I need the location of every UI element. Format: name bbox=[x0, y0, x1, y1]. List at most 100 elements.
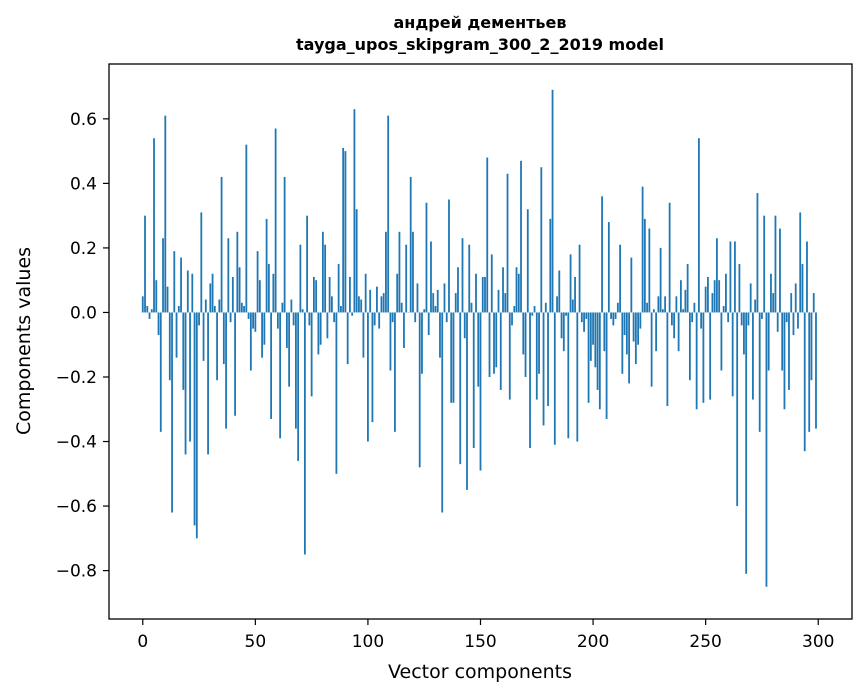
bar bbox=[684, 289, 687, 313]
bar bbox=[578, 244, 581, 313]
bar bbox=[175, 312, 178, 358]
x-tick-label: 0 bbox=[137, 632, 148, 652]
chart-title: андрей дементьев bbox=[394, 13, 567, 32]
bar bbox=[430, 241, 432, 313]
x-axis-ticks: 0 50 100 150 200 250 300 bbox=[137, 619, 834, 652]
bar bbox=[328, 276, 331, 313]
bar bbox=[218, 299, 221, 313]
bar bbox=[763, 215, 766, 313]
bar bbox=[373, 312, 376, 326]
bar bbox=[171, 312, 173, 513]
y-axis-label: Components values bbox=[13, 247, 35, 435]
bar bbox=[481, 276, 484, 313]
bar bbox=[389, 312, 392, 371]
bar bbox=[164, 115, 167, 313]
bar bbox=[529, 312, 531, 448]
bar bbox=[159, 312, 162, 432]
bar bbox=[619, 244, 621, 313]
bar bbox=[637, 312, 640, 345]
bar bbox=[168, 312, 171, 381]
bar bbox=[409, 176, 412, 313]
bar bbox=[398, 231, 401, 313]
bar bbox=[515, 267, 518, 313]
bar bbox=[378, 312, 381, 329]
bar bbox=[258, 280, 261, 313]
bar bbox=[369, 289, 372, 313]
bar bbox=[445, 312, 448, 323]
bar bbox=[513, 306, 516, 313]
bar bbox=[220, 176, 223, 313]
bar bbox=[141, 296, 144, 313]
bar bbox=[198, 312, 200, 326]
bar bbox=[788, 312, 790, 390]
bar bbox=[195, 312, 198, 539]
bar bbox=[725, 273, 727, 313]
bar bbox=[243, 306, 245, 313]
bar bbox=[247, 312, 250, 319]
y-tick-label: 0.0 bbox=[70, 303, 97, 323]
bar bbox=[639, 312, 642, 329]
bar bbox=[540, 167, 543, 313]
bar bbox=[400, 302, 403, 313]
bar bbox=[774, 215, 777, 313]
bar bbox=[279, 312, 282, 439]
bar bbox=[331, 296, 333, 313]
bar bbox=[486, 157, 489, 313]
bar bbox=[526, 209, 529, 313]
x-tick-label: 300 bbox=[802, 632, 834, 652]
bar bbox=[592, 312, 594, 345]
bar bbox=[587, 312, 590, 403]
bar bbox=[758, 312, 761, 432]
bar bbox=[520, 160, 522, 313]
bar bbox=[254, 312, 257, 332]
bar bbox=[517, 273, 520, 313]
bar bbox=[770, 273, 772, 313]
bar bbox=[335, 312, 338, 474]
bar bbox=[245, 144, 248, 313]
bar bbox=[470, 302, 473, 313]
y-tick-label: 0.6 bbox=[70, 110, 97, 130]
bar bbox=[506, 173, 509, 313]
bar bbox=[535, 312, 538, 400]
bar bbox=[238, 267, 241, 313]
bar bbox=[495, 312, 498, 368]
bar bbox=[182, 312, 185, 390]
bar bbox=[711, 293, 714, 313]
bar bbox=[659, 247, 662, 313]
bar bbox=[364, 273, 367, 313]
bar bbox=[542, 312, 545, 426]
bar bbox=[574, 276, 576, 313]
bar bbox=[475, 273, 477, 313]
y-tick-label: −0.2 bbox=[56, 368, 97, 388]
bar bbox=[576, 312, 579, 442]
bar bbox=[547, 312, 549, 407]
bar bbox=[472, 312, 475, 448]
bar bbox=[166, 286, 169, 313]
bar bbox=[281, 302, 284, 313]
bars-group bbox=[141, 89, 817, 587]
bar bbox=[790, 293, 793, 313]
bar bbox=[493, 312, 495, 374]
bar bbox=[686, 264, 689, 313]
bar bbox=[607, 222, 610, 313]
bar bbox=[403, 312, 405, 348]
bar bbox=[731, 312, 734, 397]
bar bbox=[734, 241, 736, 313]
bar bbox=[146, 306, 149, 313]
bar bbox=[691, 312, 694, 323]
y-tick-label: −0.4 bbox=[56, 433, 97, 453]
bar bbox=[698, 138, 700, 313]
bar bbox=[312, 276, 315, 313]
bar bbox=[720, 312, 723, 371]
bar bbox=[562, 312, 565, 352]
bar bbox=[484, 276, 486, 313]
bar bbox=[371, 312, 374, 423]
bar bbox=[466, 312, 468, 490]
bar bbox=[646, 302, 649, 313]
bar bbox=[743, 312, 745, 355]
bar bbox=[693, 302, 696, 313]
bar bbox=[648, 228, 651, 313]
bar bbox=[745, 312, 748, 574]
bar bbox=[236, 231, 239, 313]
